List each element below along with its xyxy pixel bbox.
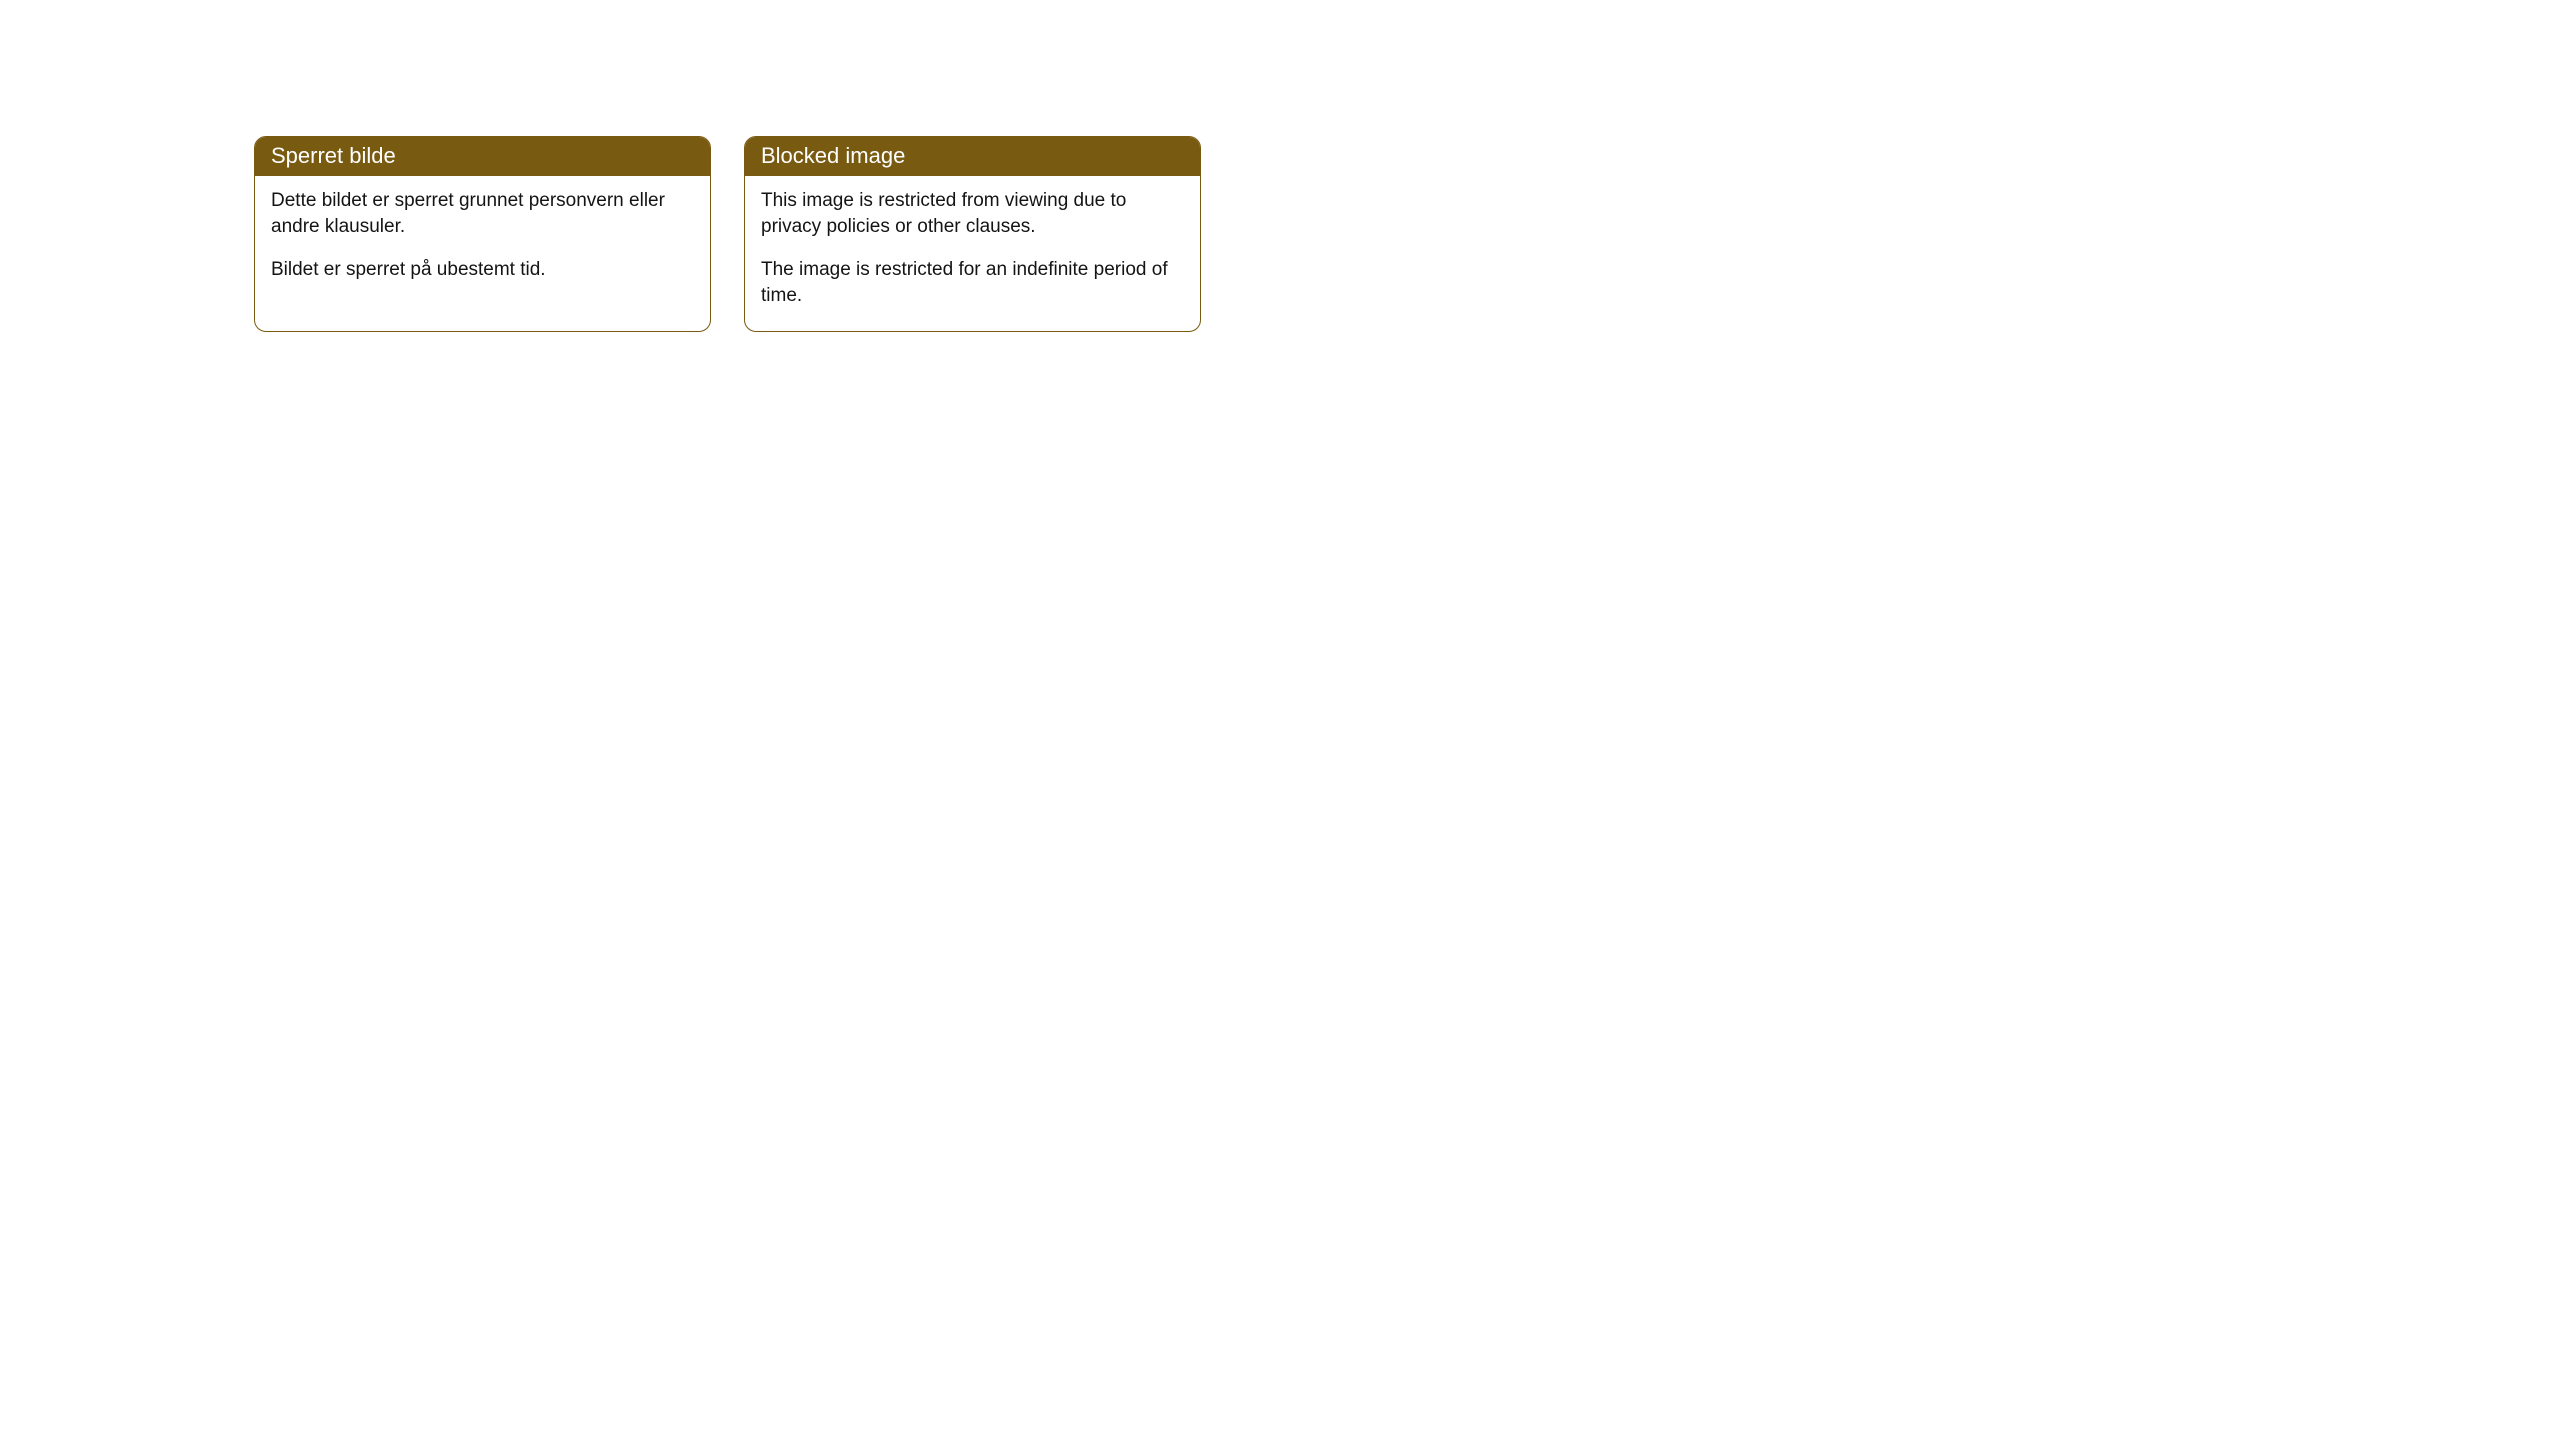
card-paragraph-1: Dette bildet er sperret grunnet personve… xyxy=(271,188,694,239)
card-paragraph-2: The image is restricted for an indefinit… xyxy=(761,257,1184,308)
card-title: Blocked image xyxy=(761,143,905,168)
card-title: Sperret bilde xyxy=(271,143,396,168)
card-paragraph-1: This image is restricted from viewing du… xyxy=(761,188,1184,239)
blocked-image-card-norwegian: Sperret bilde Dette bildet er sperret gr… xyxy=(254,136,711,332)
blocked-image-card-english: Blocked image This image is restricted f… xyxy=(744,136,1201,332)
card-header: Sperret bilde xyxy=(255,137,710,176)
card-body: Dette bildet er sperret grunnet personve… xyxy=(255,176,710,305)
notice-cards-container: Sperret bilde Dette bildet er sperret gr… xyxy=(254,136,2560,332)
card-header: Blocked image xyxy=(745,137,1200,176)
card-body: This image is restricted from viewing du… xyxy=(745,176,1200,331)
card-paragraph-2: Bildet er sperret på ubestemt tid. xyxy=(271,257,694,283)
